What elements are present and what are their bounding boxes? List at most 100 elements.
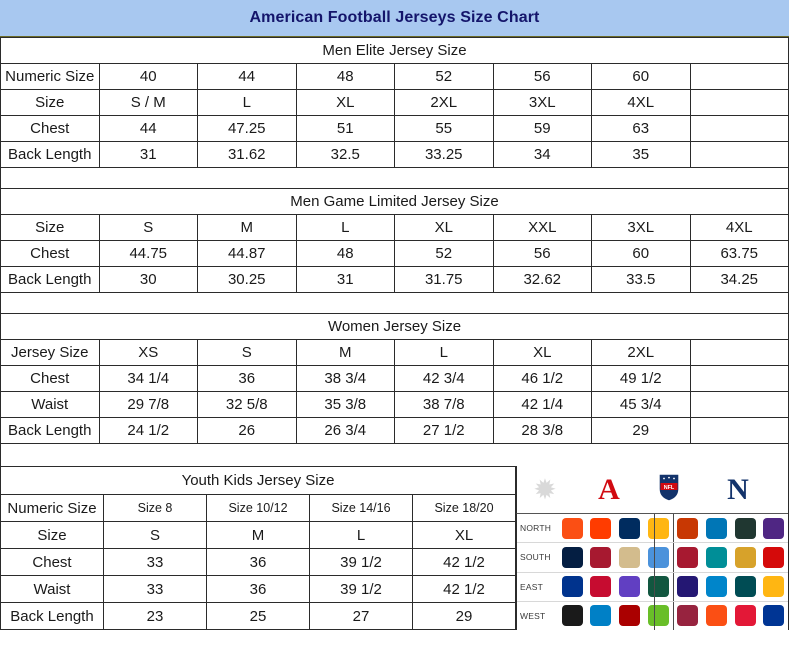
youth-column: Youth Kids Jersey Size Numeric Size Size 8…: [0, 466, 516, 630]
row-label: Size: [0, 89, 100, 116]
data-cell: 29: [591, 417, 691, 444]
conference-header: ✹ A NFL N: [516, 466, 788, 514]
team-logo-panthers[interactable]: [705, 576, 727, 598]
data-cell: 31.62: [197, 141, 297, 168]
data-cell: XXL: [492, 214, 592, 241]
team-logo-saints[interactable]: [619, 546, 641, 568]
division-label: SOUTH: [520, 552, 551, 563]
conference-divider-line: [672, 601, 674, 630]
row-label: Jersey Size: [0, 339, 100, 366]
team-logo-packers[interactable]: [734, 517, 756, 539]
division-label: WEST: [520, 610, 546, 621]
team-logo-bills[interactable]: [561, 576, 583, 598]
team-logo-seahawks[interactable]: [647, 605, 669, 627]
row-label: Back Length: [0, 602, 104, 630]
empty-cell: [689, 391, 789, 418]
empty-cell: [689, 141, 789, 168]
team-logo-rams[interactable]: [763, 605, 785, 627]
team-logo-bears[interactable]: [677, 517, 699, 539]
team-logo-cowboys[interactable]: [561, 546, 583, 568]
team-logo-colts[interactable]: [619, 517, 641, 539]
team-logo-texans[interactable]: [590, 546, 612, 568]
section-heading: Youth Kids Jersey Size: [0, 466, 516, 495]
table-men-game-limited: Men Game Limited Jersey Size Size S M L XL XXL…: [0, 188, 789, 293]
data-cell: 35: [591, 141, 691, 168]
afc-team-logos: [558, 543, 673, 571]
data-cell: Size 14/16: [309, 494, 413, 522]
row-label: Back Length: [0, 266, 100, 293]
data-cell: XL: [295, 89, 395, 116]
table-row: Jersey Size XS S M L XL 2XL: [0, 339, 789, 366]
data-cell: Size 8: [103, 494, 207, 522]
data-cell: L: [295, 214, 395, 241]
section-heading-row: Youth Kids Jersey Size: [0, 466, 516, 495]
team-logo-buccaneers[interactable]: [763, 546, 785, 568]
data-cell: XL: [412, 521, 516, 549]
data-cell: 56: [492, 63, 592, 90]
nfc-logo: N: [727, 472, 749, 506]
team-logo-ravens[interactable]: [677, 576, 699, 598]
afc-logo-cell: A: [573, 472, 645, 506]
team-logo-giants[interactable]: [619, 576, 641, 598]
nfc-team-logos: [674, 602, 789, 630]
data-cell: 42 3/4: [394, 365, 494, 392]
table-row: Back Length 23 25 27 29: [0, 602, 516, 630]
empty-cell: [689, 417, 789, 444]
data-cell: S: [197, 339, 297, 366]
team-logo-chargers[interactable]: [590, 605, 612, 627]
spacer-1: [0, 168, 789, 188]
data-cell: 34.25: [689, 266, 789, 293]
empty-cell: [689, 365, 789, 392]
data-cell: 45 3/4: [591, 391, 691, 418]
team-logo-redskins[interactable]: [763, 576, 785, 598]
team-logo-raiders[interactable]: [561, 605, 583, 627]
row-label: Chest: [0, 115, 100, 142]
table-row: Size S M L XL XXL 3XL 4XL: [0, 214, 789, 241]
team-logo-vikings[interactable]: [763, 517, 785, 539]
team-logo-dolphins[interactable]: [705, 546, 727, 568]
data-cell: 31.75: [394, 266, 494, 293]
data-cell: L: [309, 521, 413, 549]
data-cell: 38 3/4: [295, 365, 395, 392]
data-cell: S / M: [98, 89, 198, 116]
data-cell: 56: [492, 240, 592, 267]
team-logo-lions[interactable]: [705, 517, 727, 539]
table-row: Chest 44.75 44.87 48 52 56 60 63.75: [0, 240, 789, 267]
team-logo-patriots[interactable]: [590, 576, 612, 598]
data-cell: 2XL: [591, 339, 691, 366]
data-cell: 33.25: [394, 141, 494, 168]
section-heading: Men Game Limited Jersey Size: [0, 188, 789, 215]
data-cell: 55: [394, 115, 494, 142]
team-logo-jets[interactable]: [647, 576, 669, 598]
nfc-team-logos: [674, 514, 789, 542]
data-cell: Size 10/12: [206, 494, 310, 522]
team-logo-jaguars[interactable]: [734, 546, 756, 568]
afc-logo: A: [598, 472, 620, 506]
data-cell: 4XL: [591, 89, 691, 116]
data-cell: 30.25: [197, 266, 297, 293]
nfl-logo-panel: ✹ A NFL N: [516, 466, 789, 630]
team-logo-49ers[interactable]: [619, 605, 641, 627]
afc-team-logos: [558, 602, 673, 630]
division-row: EAST: [517, 572, 788, 602]
nfc-logo-cell: N: [693, 472, 783, 506]
spacer-3: [0, 444, 789, 466]
data-cell: 52: [394, 240, 494, 267]
team-logo-steelers[interactable]: [647, 517, 669, 539]
team-logo-cardinals[interactable]: [677, 605, 699, 627]
data-cell: 33: [103, 575, 207, 603]
division-label: EAST: [520, 581, 544, 592]
team-logo-eagles[interactable]: [734, 576, 756, 598]
data-cell: 4XL: [689, 214, 789, 241]
data-cell: 2XL: [394, 89, 494, 116]
team-logo-broncos[interactable]: [705, 605, 727, 627]
team-logo-titans[interactable]: [647, 546, 669, 568]
data-cell: M: [197, 214, 297, 241]
team-logo-browns[interactable]: [590, 517, 612, 539]
team-logo-bengals[interactable]: [561, 517, 583, 539]
table-body-women: Women Jersey Size Jersey Size XS S M L XL 2XL Ch…: [0, 313, 789, 444]
table-row: Back Length 24 1/2 26 26 3/4 27 1/2 28 3/8 29: [0, 417, 789, 444]
team-logo-falcons[interactable]: [677, 546, 699, 568]
team-logo-chiefs[interactable]: [734, 605, 756, 627]
